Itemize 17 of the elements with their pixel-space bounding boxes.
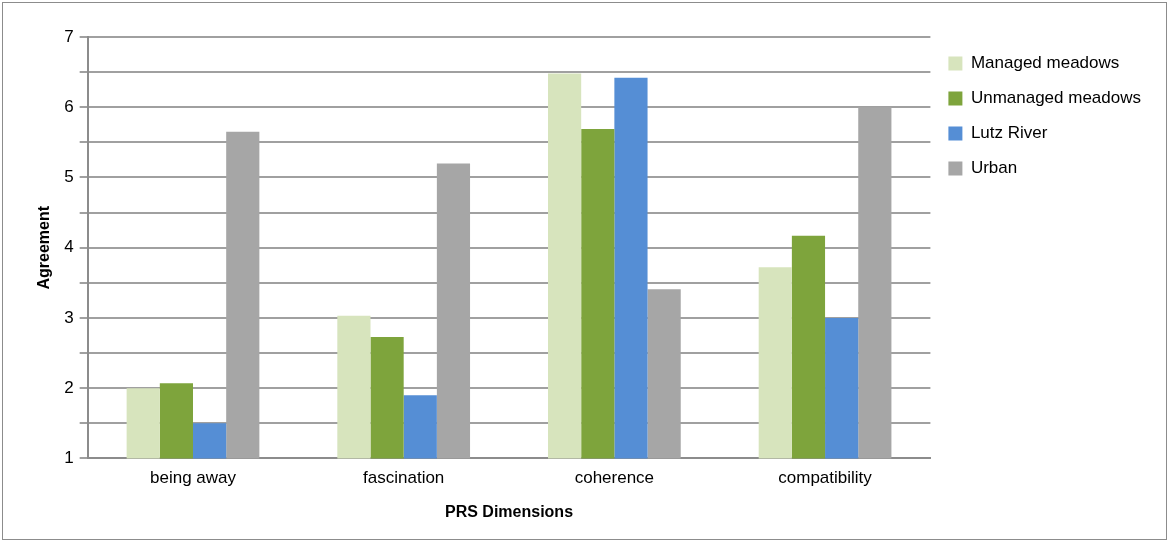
legend-label: Unmanaged meadows [970,88,1142,108]
x-tick-label: fascination [363,468,445,488]
y-tick-label: 1 [64,448,74,468]
y-tick-label: 3 [64,307,74,327]
y-tick-label: 6 [64,96,74,116]
legend-label: Managed meadows [970,53,1120,73]
y-tick-label: 7 [64,26,74,46]
legend-label: Lutz River [970,123,1048,143]
y-tick-label: 2 [64,377,74,397]
x-axis-title: PRS Dimensions [445,502,574,520]
y-tick-label: 5 [64,167,74,187]
x-tick-label: coherence [574,468,655,488]
x-tick-label: compatibility [778,468,873,488]
y-axis-title: Agreement [35,205,53,290]
legend-label: Urban [970,158,1018,178]
y-tick-label: 4 [64,237,74,257]
x-tick-label: being away [149,468,237,488]
